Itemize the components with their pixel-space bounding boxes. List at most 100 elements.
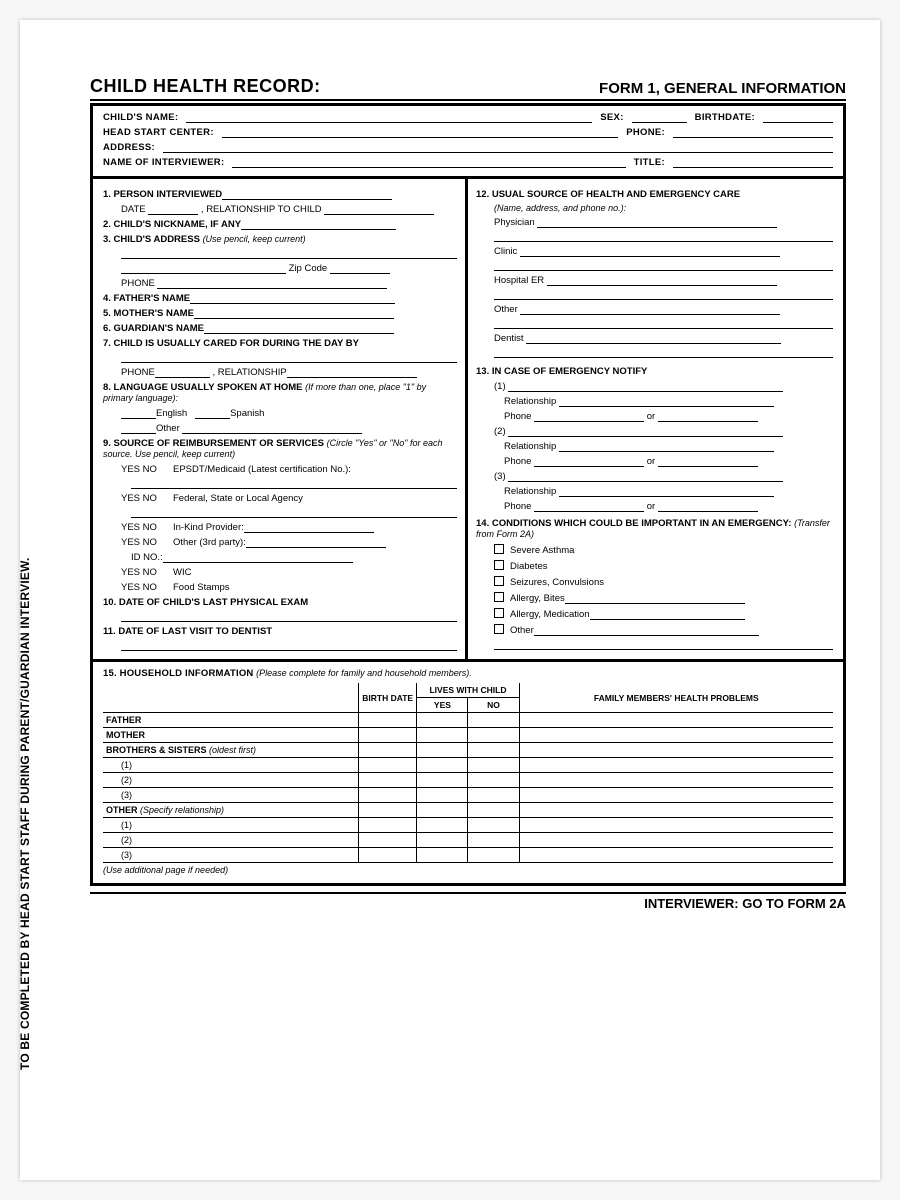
- field-en[interactable]: [121, 408, 156, 419]
- field-interviewer[interactable]: [232, 157, 625, 168]
- q10: 10. DATE OF CHILD'S LAST PHYSICAL EXAM: [103, 597, 457, 608]
- yn1[interactable]: YES NO: [121, 464, 173, 475]
- chk-other[interactable]: [494, 624, 504, 634]
- field-n2-ph2[interactable]: [658, 456, 758, 467]
- row-o1: (1): [103, 818, 359, 833]
- yn6[interactable]: YES NO: [121, 582, 173, 593]
- field-n3-ph2[interactable]: [658, 501, 758, 512]
- field-n3-ph1[interactable]: [534, 501, 644, 512]
- field-q10[interactable]: [121, 611, 457, 622]
- field-n3-rel[interactable]: [559, 486, 774, 497]
- field-dentist2[interactable]: [494, 347, 833, 358]
- field-n2[interactable]: [508, 426, 783, 437]
- field-physician2[interactable]: [494, 231, 833, 242]
- lbl-hospital: Hospital ER: [494, 275, 544, 286]
- yn5[interactable]: YES NO: [121, 567, 173, 578]
- field-lang-other[interactable]: [121, 423, 156, 434]
- field-n2-ph1[interactable]: [534, 456, 644, 467]
- field-phone2[interactable]: [157, 278, 387, 289]
- chk-diabetes[interactable]: [494, 560, 504, 570]
- field-q7-phone[interactable]: [155, 367, 210, 378]
- footer-text: INTERVIEWER: GO TO FORM 2A: [644, 896, 846, 911]
- f-n[interactable]: [468, 713, 519, 728]
- field-es[interactable]: [195, 408, 230, 419]
- field-phone[interactable]: [673, 127, 833, 138]
- field-sex[interactable]: [632, 112, 687, 123]
- field-q7[interactable]: [121, 352, 457, 363]
- lbl-address: ADDRESS:: [103, 142, 155, 153]
- field-q5[interactable]: [194, 308, 394, 319]
- field-q9a[interactable]: [131, 478, 457, 489]
- field-addr1[interactable]: [121, 248, 457, 259]
- field-n1-ph2[interactable]: [658, 411, 758, 422]
- f-bd[interactable]: [359, 713, 417, 728]
- q4: 4. FATHER'S NAME: [103, 293, 190, 304]
- field-q6[interactable]: [204, 323, 394, 334]
- field-n1[interactable]: [508, 381, 783, 392]
- field-n3[interactable]: [508, 471, 783, 482]
- chk-allergy-med[interactable]: [494, 608, 504, 618]
- field-center[interactable]: [222, 127, 618, 138]
- field-hospital2[interactable]: [494, 289, 833, 300]
- field-birthdate[interactable]: [763, 112, 833, 123]
- field-q9c[interactable]: [244, 522, 374, 533]
- field-q1[interactable]: [222, 189, 392, 200]
- field-lang-other-txt[interactable]: [182, 423, 362, 434]
- q7-phone: PHONE: [121, 367, 155, 378]
- yn3[interactable]: YES NO: [121, 522, 173, 533]
- field-childs-name[interactable]: [186, 112, 592, 123]
- s15-title: 15. HOUSEHOLD INFORMATION: [103, 668, 254, 679]
- chk-allergy-bites[interactable]: [494, 592, 504, 602]
- field-other12[interactable]: [520, 304, 780, 315]
- field-other12b[interactable]: [494, 318, 833, 329]
- f-y[interactable]: [417, 713, 468, 728]
- field-zip[interactable]: [330, 263, 390, 274]
- other-note: (Specify relationship): [140, 805, 224, 815]
- field-dentist[interactable]: [526, 333, 781, 344]
- field-n1-ph1[interactable]: [534, 411, 644, 422]
- field-clinic2[interactable]: [494, 260, 833, 271]
- m-n[interactable]: [468, 728, 519, 743]
- field-q2[interactable]: [241, 219, 396, 230]
- field-c6b[interactable]: [494, 639, 833, 650]
- q9d: Other (3rd party):: [173, 537, 246, 548]
- field-q9d-id[interactable]: [163, 552, 353, 563]
- q9: 9. SOURCE OF REIMBURSEMENT OR SERVICES: [103, 438, 324, 449]
- chk-asthma[interactable]: [494, 544, 504, 554]
- yn4[interactable]: YES NO: [121, 537, 173, 548]
- field-hospital[interactable]: [547, 275, 777, 286]
- field-c4[interactable]: [565, 593, 745, 604]
- field-q7-rel[interactable]: [287, 367, 417, 378]
- row-o3: (3): [103, 848, 359, 863]
- q11: 11. DATE OF LAST VISIT TO DENTIST: [103, 626, 457, 637]
- m-bd[interactable]: [359, 728, 417, 743]
- field-address[interactable]: [163, 142, 833, 153]
- field-c6[interactable]: [534, 625, 759, 636]
- field-n2-rel[interactable]: [559, 441, 774, 452]
- field-physician[interactable]: [537, 217, 777, 228]
- n3: (3): [494, 471, 506, 482]
- field-n1-rel[interactable]: [559, 396, 774, 407]
- field-addr2[interactable]: [121, 263, 286, 274]
- field-clinic[interactable]: [520, 246, 780, 257]
- f-h[interactable]: [519, 713, 833, 728]
- m-h[interactable]: [519, 728, 833, 743]
- th-name: [103, 683, 359, 713]
- field-q4[interactable]: [190, 293, 395, 304]
- field-q11[interactable]: [121, 640, 457, 651]
- field-q1-rel[interactable]: [324, 204, 434, 215]
- header-left: CHILD HEALTH RECORD:: [90, 76, 321, 97]
- q12: 12. USUAL SOURCE OF HEALTH AND EMERGENCY…: [476, 189, 833, 200]
- field-c5[interactable]: [590, 609, 745, 620]
- n2-or: or: [647, 456, 655, 467]
- field-q9b[interactable]: [131, 507, 457, 518]
- field-title[interactable]: [673, 157, 833, 168]
- row-s1: (1): [103, 758, 359, 773]
- field-q1-date[interactable]: [148, 204, 198, 215]
- chk-seizures[interactable]: [494, 576, 504, 586]
- field-q9d[interactable]: [246, 537, 386, 548]
- q3: 3. CHILD'S ADDRESS: [103, 234, 200, 245]
- th-yes: YES: [417, 698, 468, 713]
- yn2[interactable]: YES NO: [121, 493, 173, 504]
- m-y[interactable]: [417, 728, 468, 743]
